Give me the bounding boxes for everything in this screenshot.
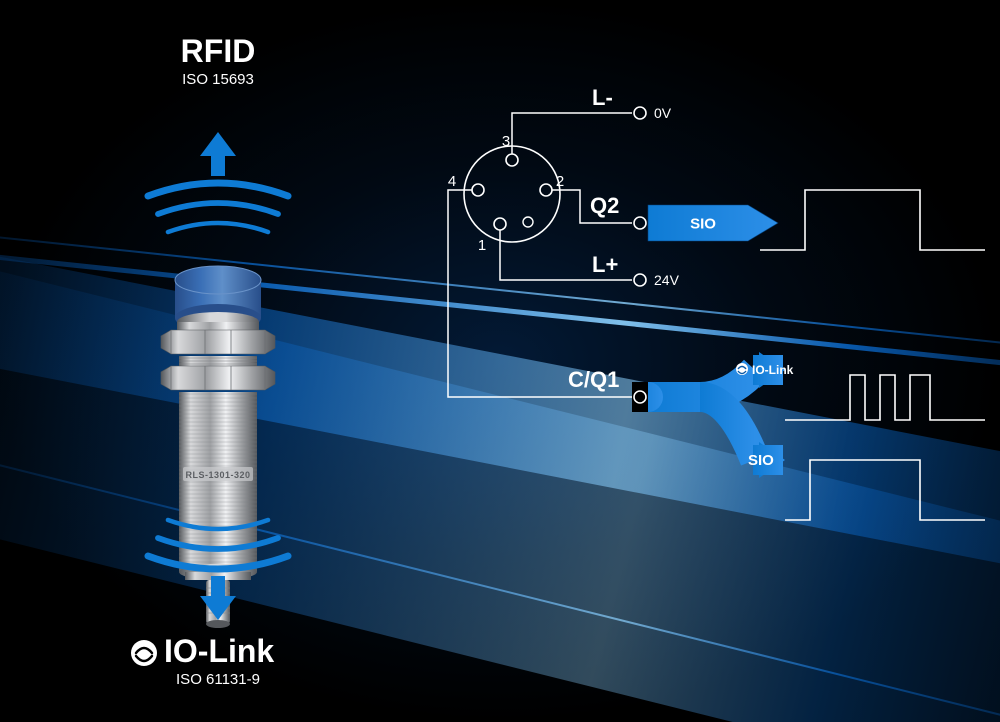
pin-number-3: 3 xyxy=(502,133,510,150)
label-cq1: C/Q1 xyxy=(568,367,619,392)
rfid-title: RFID xyxy=(181,33,256,69)
label-24v: 24V xyxy=(654,272,680,288)
iolink-subtitle: ISO 61131-9 xyxy=(176,671,260,688)
pin-number-1: 1 xyxy=(478,237,486,254)
sensor-model-label: RLS-1301-320 xyxy=(185,470,250,480)
branch-label-iolink: IO-Link xyxy=(752,363,794,377)
branch-label-sio: SIO xyxy=(748,452,774,469)
infographic-root: RFID ISO 15693 RLS-1301-320 IO-Link ISO 6113… xyxy=(0,0,1000,722)
label-0v: 0V xyxy=(654,105,672,121)
pin-number-4: 4 xyxy=(448,173,456,190)
pin-number-2: 2 xyxy=(556,173,564,190)
diagram-svg: RFID ISO 15693 RLS-1301-320 IO-Link ISO 6113… xyxy=(0,0,1000,722)
iolink-title: IO-Link xyxy=(164,633,274,669)
label-q2: Q2 xyxy=(590,193,619,218)
svg-text:SIO: SIO xyxy=(690,215,716,232)
label-l-plus: L+ xyxy=(592,252,618,277)
label-l-minus: L- xyxy=(592,85,613,110)
rfid-subtitle: ISO 15693 xyxy=(182,71,254,88)
